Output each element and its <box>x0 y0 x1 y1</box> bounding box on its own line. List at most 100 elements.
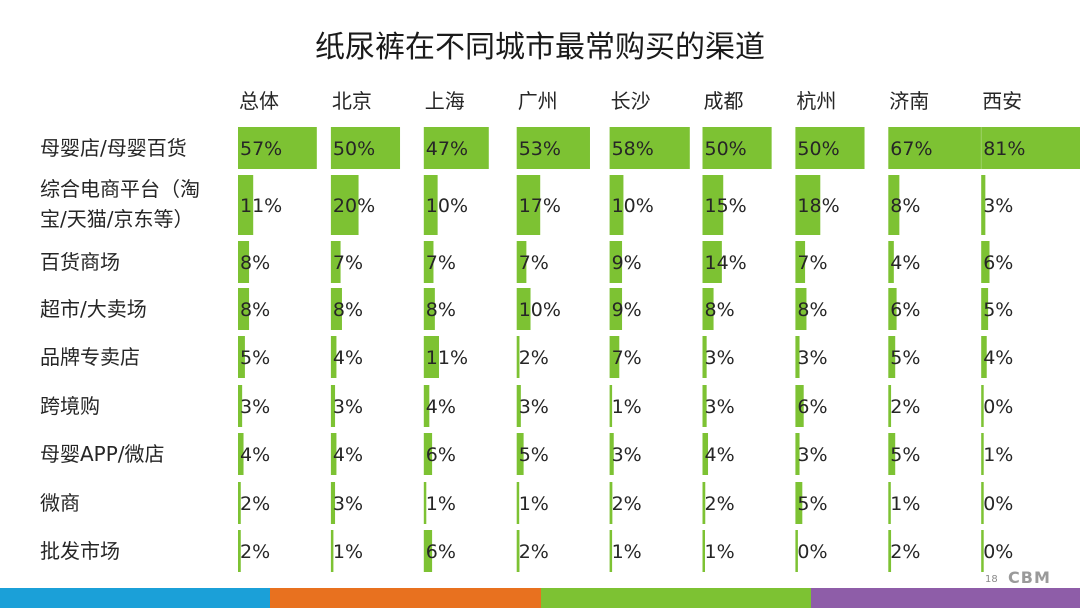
data-label: 11% <box>240 195 282 217</box>
data-label: 67% <box>890 138 932 160</box>
chart-title: 纸尿裤在不同城市最常购买的渠道 <box>315 30 765 65</box>
bar <box>330 127 401 169</box>
bar <box>609 530 613 572</box>
bar <box>888 336 896 378</box>
bar <box>423 482 427 524</box>
bar <box>423 175 438 235</box>
column-header: 济南 <box>889 89 929 113</box>
data-label: 4% <box>240 444 270 466</box>
footer-stripe-blue <box>0 588 270 608</box>
bar <box>702 175 724 235</box>
data-label: 7% <box>797 252 827 274</box>
data-label: 8% <box>240 299 270 321</box>
data-label: 11% <box>426 347 468 369</box>
bar <box>888 530 892 572</box>
data-label: 3% <box>705 347 735 369</box>
column-header: 广州 <box>518 89 558 113</box>
data-label: 1% <box>333 541 363 563</box>
bar <box>795 241 806 283</box>
bar <box>330 175 359 235</box>
row-label: 批发市场 <box>40 539 120 563</box>
data-label: 0% <box>983 396 1013 418</box>
data-label: 8% <box>797 299 827 321</box>
data-label: 1% <box>890 493 920 515</box>
data-label: 3% <box>612 444 642 466</box>
data-label: 1% <box>705 541 735 563</box>
row-label: 百货商场 <box>40 250 120 274</box>
bar <box>516 482 520 524</box>
data-label: 3% <box>797 347 827 369</box>
data-label: 5% <box>797 493 827 515</box>
bar <box>330 530 334 572</box>
bar <box>516 530 520 572</box>
data-label: 6% <box>426 444 456 466</box>
row-label: 母婴店/母婴百货 <box>40 136 187 160</box>
data-label: 6% <box>890 299 920 321</box>
data-label: 3% <box>705 396 735 418</box>
brand-logo-text: CBM <box>1008 568 1051 587</box>
bar <box>330 433 337 475</box>
bar <box>609 288 623 330</box>
data-label: 0% <box>983 541 1013 563</box>
data-label: 10% <box>426 195 468 217</box>
bar <box>888 127 981 169</box>
bar <box>888 385 892 427</box>
data-label: 3% <box>797 444 827 466</box>
bar <box>238 288 250 330</box>
data-label: 2% <box>890 541 920 563</box>
data-label: 3% <box>333 493 363 515</box>
data-label: 7% <box>333 252 363 274</box>
data-label: 1% <box>612 541 642 563</box>
column-header: 杭州 <box>796 89 836 113</box>
data-label: 4% <box>705 444 735 466</box>
bar <box>795 127 865 169</box>
data-label: 10% <box>612 195 654 217</box>
data-label: 10% <box>519 299 561 321</box>
data-label: 8% <box>705 299 735 321</box>
bar <box>981 336 987 378</box>
row-label: 宝/天猫/京东等） <box>40 207 193 231</box>
bar <box>423 433 433 475</box>
data-label: 15% <box>705 195 747 217</box>
data-label: 1% <box>426 493 456 515</box>
data-label: 5% <box>519 444 549 466</box>
bar <box>888 241 894 283</box>
bar <box>238 175 254 235</box>
data-label: 5% <box>890 347 920 369</box>
bar <box>238 127 317 169</box>
data-label: 8% <box>240 252 270 274</box>
bar <box>330 241 341 283</box>
data-label: 3% <box>333 396 363 418</box>
footer-stripe-orange <box>270 588 541 608</box>
data-label: 3% <box>240 396 270 418</box>
data-label: 2% <box>612 493 642 515</box>
bar <box>238 385 243 427</box>
bar <box>238 433 244 475</box>
bar <box>795 433 800 475</box>
column-header: 长沙 <box>611 89 651 113</box>
bar <box>795 482 803 524</box>
bar <box>423 241 434 283</box>
bar <box>609 385 613 427</box>
column-header: 北京 <box>332 89 372 113</box>
data-label: 57% <box>240 138 282 160</box>
bar <box>981 530 984 572</box>
bar <box>516 336 520 378</box>
bar <box>330 288 342 330</box>
bar <box>516 241 527 283</box>
data-label: 2% <box>240 541 270 563</box>
data-label: 1% <box>983 444 1013 466</box>
data-label: 18% <box>797 195 839 217</box>
bar <box>516 175 541 235</box>
bar <box>795 530 798 572</box>
bar <box>702 530 705 572</box>
data-label: 7% <box>612 347 642 369</box>
data-label: 2% <box>240 493 270 515</box>
data-label: 50% <box>333 138 375 160</box>
data-label: 0% <box>797 541 827 563</box>
bar <box>238 530 241 572</box>
data-label: 8% <box>333 299 363 321</box>
column-header: 西安 <box>982 89 1022 113</box>
bar <box>981 385 984 427</box>
data-label: 0% <box>983 493 1013 515</box>
